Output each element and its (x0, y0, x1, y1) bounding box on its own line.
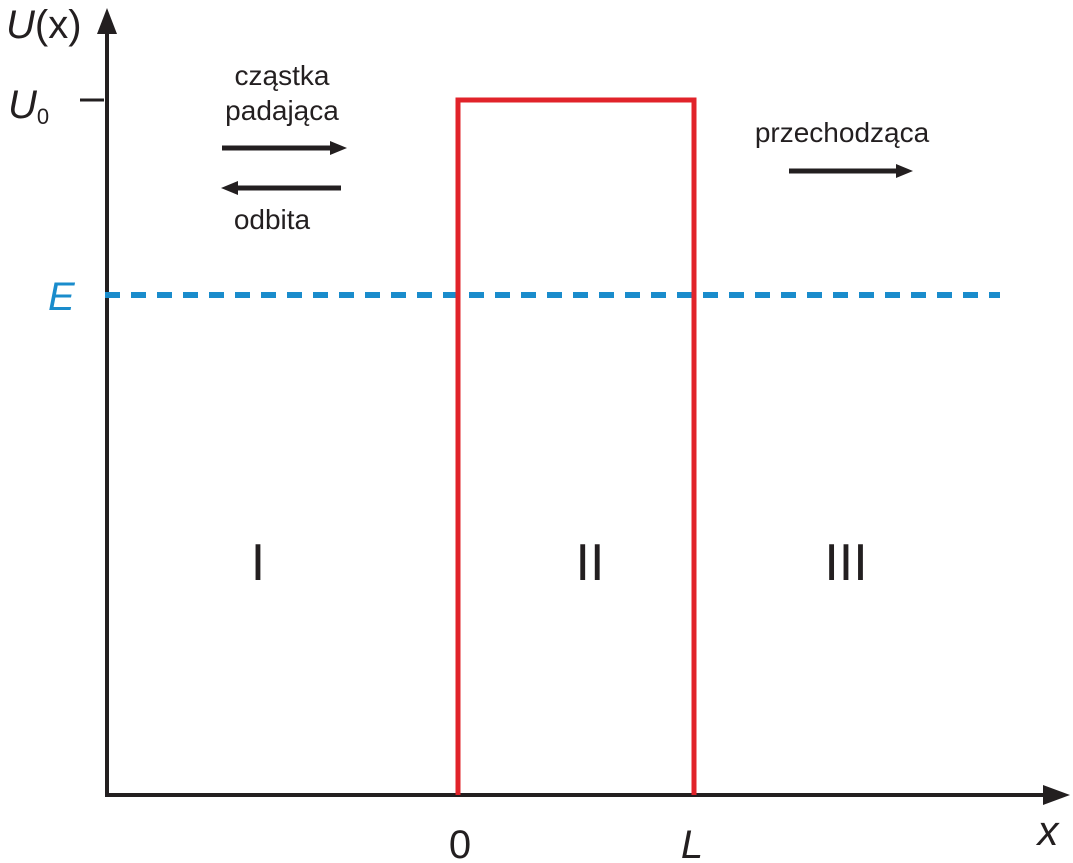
incident-label: cząstka (235, 60, 330, 91)
x-tick-label: 0 (449, 823, 471, 863)
barrier (455, 97, 697, 795)
region-label: II (576, 534, 605, 592)
y-axis-arrow (97, 8, 117, 34)
x-tick-label: L (681, 823, 703, 863)
transmitted-arrowhead (896, 164, 913, 178)
incident-label: padająca (225, 95, 339, 126)
region-label: III (824, 534, 867, 592)
x-axis-arrow (1043, 785, 1070, 805)
y-axis-label-arg: (x) (35, 3, 82, 47)
u0-sub: 0 (37, 104, 49, 129)
reflected-label: odbita (234, 204, 311, 235)
u0-label: U0 (8, 83, 49, 129)
y-axis-label-main: U (6, 3, 36, 47)
reflected-arrowhead (221, 181, 238, 195)
region-label: I (251, 534, 265, 592)
u0-main: U (8, 83, 38, 127)
y-axis-label: U(x) (6, 3, 82, 47)
x-axis-label: x (1036, 807, 1061, 854)
energy-label: E (48, 275, 76, 319)
transmitted-label: przechodząca (755, 117, 930, 148)
incident-arrowhead (330, 141, 347, 155)
